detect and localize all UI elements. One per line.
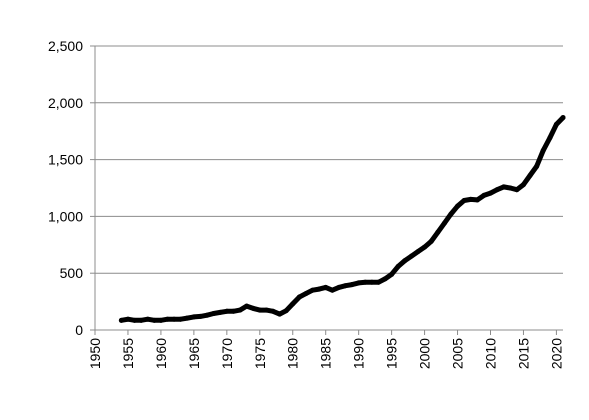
data-point [316,286,322,292]
data-point [151,317,157,323]
data-point [310,287,316,293]
data-point [553,121,559,127]
data-point [382,276,388,282]
data-point [428,238,434,244]
data-point [178,316,184,322]
x-tick-label: 2010 [482,338,498,369]
data-point [257,307,263,313]
data-point [520,182,526,188]
data-point [132,317,138,323]
x-tick-label: 2000 [417,338,433,369]
data-point [540,148,546,154]
data-point [277,311,283,317]
data-point [270,308,276,314]
data-point [184,315,190,321]
x-tick-label: 1960 [153,338,169,369]
data-point [336,284,342,290]
data-point [250,305,256,311]
data-point [448,211,454,217]
data-point [501,184,507,190]
data-point [534,163,540,169]
data-point [481,192,487,198]
data-point [263,307,269,313]
data-point [461,197,467,203]
x-tick-label: 1965 [186,338,202,369]
data-point [362,279,368,285]
data-point [197,313,203,319]
data-point [356,280,362,286]
data-point [435,229,441,235]
data-point [474,197,480,203]
data-point [125,316,131,322]
data-point [455,203,461,209]
x-tick-label: 1950 [87,338,103,369]
data-point [237,307,243,313]
axes [90,45,563,335]
y-tick-label: 1,500 [48,152,83,168]
data-point [118,317,124,323]
data-point [171,316,177,322]
series-layer [118,115,566,323]
data-point [375,279,381,285]
series-line-0 [118,115,566,323]
y-tick-label: 2,000 [48,95,83,111]
data-point [145,316,151,322]
y-tick-label: 1,000 [48,208,83,224]
data-point [138,317,144,323]
x-tick-label: 1980 [285,338,301,369]
data-point [204,312,210,318]
data-point [244,303,250,309]
x-tick-label: 1975 [252,338,268,369]
data-point [422,244,428,250]
data-point [369,279,375,285]
data-point [349,282,355,288]
x-tick-label: 1985 [318,338,334,369]
data-point [191,314,197,320]
data-point [296,294,302,300]
data-point [165,316,171,322]
data-point [323,284,329,290]
y-tick-label: 500 [60,265,84,281]
data-point [342,283,348,289]
data-point [211,311,217,317]
x-tick-label: 2005 [450,338,466,369]
x-tick-label: 2020 [548,338,564,369]
data-point [527,173,533,179]
x-tick-label: 1970 [219,338,235,369]
data-point [389,271,395,277]
x-tick-label: 1955 [120,338,136,369]
y-tick-label: 0 [75,322,83,338]
y-tick-labels: 0 500 1,000 1,500 2,000 2,500 [48,38,83,338]
data-point [217,309,223,315]
data-point [303,291,309,297]
data-point [283,308,289,314]
data-point [494,187,500,193]
data-point [158,317,164,323]
data-point [441,220,447,226]
data-point [487,190,493,196]
gridlines [95,45,563,274]
data-point [560,115,566,121]
data-point [547,135,553,141]
data-point [415,249,421,255]
data-point [224,308,230,314]
x-tick-label: 1990 [351,338,367,369]
data-point [507,185,513,191]
data-point [290,301,296,307]
data-point [402,258,408,264]
data-point [395,263,401,269]
x-tick-labels: 1950 1955 1960 1965 1970 1975 1980 1985 1990 1995… [87,338,564,369]
x-tick-label: 1995 [384,338,400,369]
y-tick-label: 2,500 [48,38,83,54]
data-point [329,287,335,293]
data-point [408,253,414,259]
data-point [468,196,474,202]
data-point [230,308,236,314]
x-tick-label: 2015 [515,338,531,369]
data-point [514,187,520,193]
